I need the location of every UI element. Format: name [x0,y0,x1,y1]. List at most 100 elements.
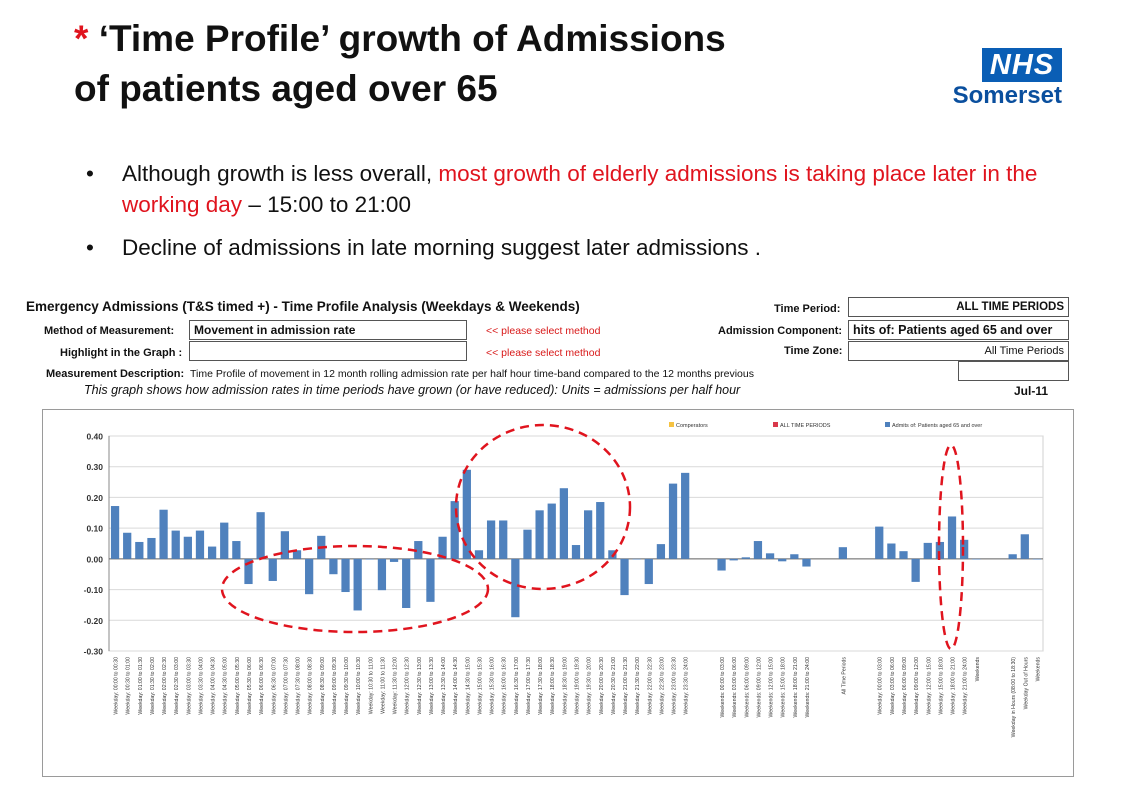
bar [535,510,544,559]
x-tick-label: Weekday: 22:30 to 23:00 [659,657,665,715]
x-tick-label: Weekday: 00:00 to 03:00 [878,657,884,715]
x-tick-label: Weekday: 08:00 to 08:30 [308,657,314,715]
x-tick-label: Weekends: 03:00 to 06:00 [732,657,738,718]
bar [717,558,726,571]
x-tick-label: Weekday: 06:00 to 09:00 [902,657,908,715]
bar [135,541,144,559]
x-tick-label: Weekday: 13:30 to 14:00 [441,657,447,715]
time-period-select[interactable]: ALL TIME PERIODS [848,297,1069,317]
bar [1032,558,1042,560]
x-tick-label: Weekday: 19:00 to 19:30 [575,657,581,715]
x-tick-label: Weekday: 03:00 to 03:30 [186,657,192,715]
x-tick-label: Weekday: 05:00 to 05:30 [235,657,241,715]
time-zone-select[interactable]: All Time Periods [848,341,1069,361]
legend-item: Admits of: Patients aged 65 and over [892,423,982,429]
bar [741,557,750,559]
bar [123,532,132,559]
bullet-2: Decline of admissions in late morning su… [86,232,1046,263]
bar [486,520,496,559]
x-tick-label: Weekday: 03:00 to 06:00 [890,657,896,715]
y-tick-label: 0.30 [86,462,103,472]
bar [790,554,799,559]
x-tick-label: Weekday: 16:00 to 16:30 [502,657,508,715]
bar [632,558,641,560]
x-tick-label: Weekday: 06:00 to 06:30 [259,657,265,715]
bullet-1-text-a: Although growth is less overall, [122,161,439,186]
x-tick-label: Weekends: 06:00 to 09:00 [744,657,750,718]
x-tick-label: Weekday: 03:30 to 04:00 [198,657,204,715]
bullet-list: Although growth is less overall, most gr… [86,158,1046,275]
x-tick-label: Weekday: 08:30 to 09:00 [320,657,326,715]
method-select[interactable]: Movement in admission rate [189,320,467,340]
x-tick-label: Weekday: 09:30 to 10:00 [344,657,350,715]
bar [450,501,459,559]
bar [644,558,653,585]
bar [183,536,192,559]
x-tick-label: Weekday: 23:30 to 24:00 [684,657,690,715]
bar [875,526,884,559]
extra-input[interactable] [958,361,1069,381]
bar [947,516,957,559]
bar [802,558,811,567]
y-tick-label: -0.20 [84,616,104,626]
x-tick-label: Weekday: 09:00 to 12:00 [914,657,920,715]
bar [972,558,981,560]
bar [887,543,896,559]
bar [681,472,690,559]
bar [656,544,666,559]
x-tick-label: Weekday: 21:00 to 24:00 [963,657,969,715]
bar [838,547,847,559]
x-tick-label: Weekday: 00:00 to 00:30 [114,657,120,715]
x-tick-label: Weekday Out of Hours [1023,657,1029,710]
annotation-ellipse [220,544,490,634]
x-tick-label: Weekday: 04:00 to 04:30 [211,657,217,715]
highlight-hint: << please select method [486,347,601,359]
x-tick-label: Weekday: 12:30 to 13:00 [417,657,423,715]
bar [571,545,581,559]
x-tick-label: Weekends: 12:00 to 15:00 [769,657,775,718]
x-tick-label: Weekday: 18:30 to 19:00 [562,657,568,715]
bar [899,551,908,559]
x-tick-label: Weekday: 09:00 to 09:30 [332,657,338,715]
component-label: Admission Component: [718,325,843,337]
description-text: Time Profile of movement in 12 month rol… [190,368,754,380]
bar [159,509,168,559]
bar [426,558,435,602]
x-tick-label: Weekday: 17:00 to 17:30 [526,657,532,715]
bar [923,542,932,559]
x-tick-label: Weekday: 06:30 to 07:00 [271,657,277,715]
y-tick-label: 0.00 [86,554,103,564]
bar [292,550,302,559]
component-select[interactable]: hits of: Patients aged 65 and over [848,320,1069,340]
x-tick-label: Weekday: 23:00 to 23:30 [672,657,678,715]
bar [511,558,520,618]
bar [438,536,447,559]
x-tick-label: Weekday: 01:00 to 01:30 [138,657,144,715]
bar [753,541,763,559]
annotation-ellipse [937,443,965,651]
bar [559,488,568,559]
bullet-1: Although growth is less overall, most gr… [86,158,1046,220]
bar [1008,554,1017,559]
title-line-1: ‘Time Profile’ growth of Admissions [98,18,726,59]
bar [389,558,399,562]
x-tick-label: Weekday: 11:30 to 12:00 [393,657,399,714]
bar [329,558,338,575]
time-zone-label: Time Zone: [784,345,843,357]
bar [547,503,556,559]
x-tick-label: Weekday: 07:30 to 08:00 [296,657,302,715]
bar [353,558,362,611]
x-tick-label: Weekday: 12:00 to 15:00 [926,657,932,715]
y-tick-label: 0.40 [86,432,103,442]
x-tick-label: Weekday: 01:30 to 02:00 [150,657,156,715]
bar [620,558,629,596]
x-tick-label: Weekday: 14:30 to 15:00 [465,657,471,715]
chart-area: 0.40 0.30 0.20 0.10 0.00 -0.10 -0.20 -0.30 Weekd… [42,409,1074,777]
bar [305,558,314,595]
bar [110,506,120,559]
bar [280,531,290,559]
bar [729,558,738,561]
bar [220,522,229,559]
highlight-select[interactable] [189,341,467,361]
x-tick-label: Weekends: 21:00 to 24:00 [805,657,811,718]
